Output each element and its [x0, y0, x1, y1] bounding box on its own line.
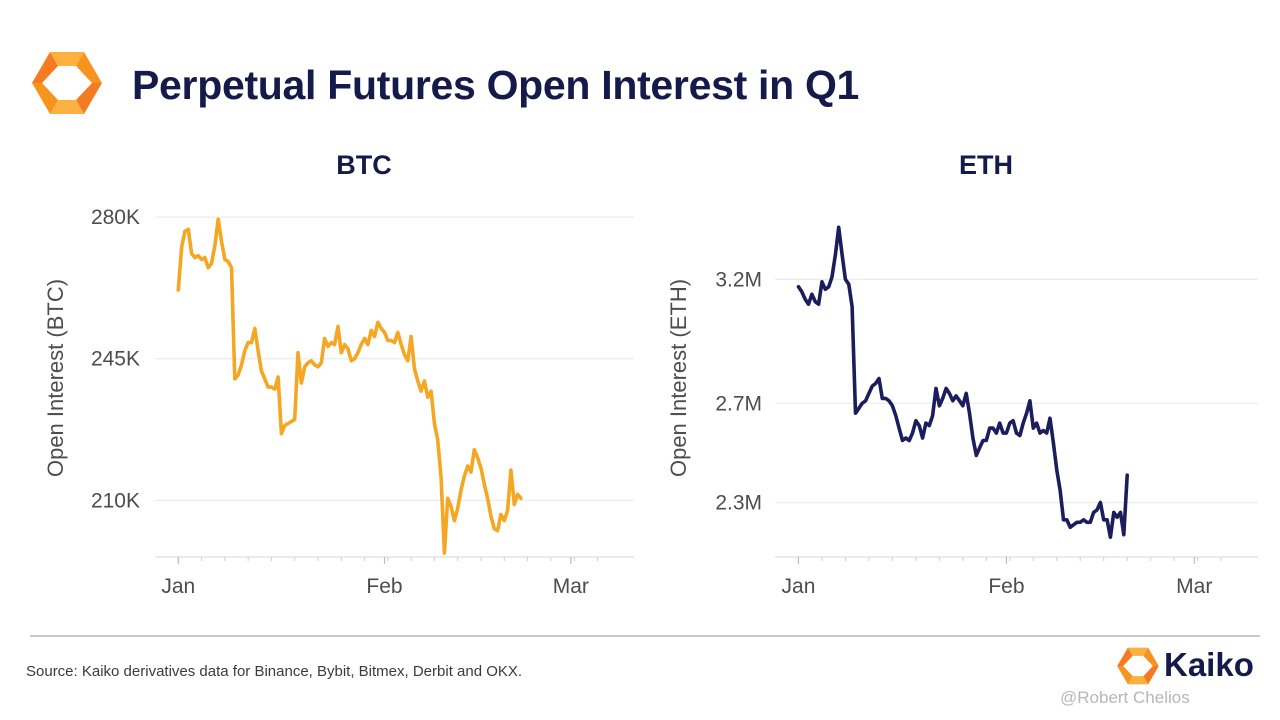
page-title: Perpetual Futures Open Interest in Q1 [132, 62, 860, 108]
eth-x-tick-label: Jan [782, 575, 816, 598]
eth-y-axis-label: Open Interest (ETH) [666, 279, 691, 477]
btc-y-axis-label: Open Interest (BTC) [43, 279, 68, 477]
kaiko-logo-icon [32, 52, 102, 114]
btc-series [176, 217, 523, 555]
eth-y-tick-label: 3.2M [715, 268, 762, 291]
btc-x-ticks: Jan Feb Mar [161, 575, 589, 598]
eth-chart: ETH Open Interest (ETH) 2.3M 2.7M 3.2M Jan… [640, 130, 1280, 610]
btc-x-tick-label: Feb [366, 575, 402, 598]
eth-chart-title: ETH [959, 150, 1013, 180]
btc-chart: BTC Open Interest (BTC) 210K 245K 280K Jan… [0, 130, 650, 610]
btc-chart-svg: BTC Open Interest (BTC) 210K 245K 280K Jan… [43, 150, 634, 598]
watermark-text: @Robert Chelios [1060, 688, 1190, 707]
btc-y-ticks: 210K 245K 280K [91, 206, 140, 512]
source-note: Source: Kaiko derivatives data for Binan… [26, 663, 523, 680]
eth-y-tick-label: 2.7M [715, 392, 762, 415]
btc-y-tick-label: 280K [91, 206, 140, 229]
btc-y-tick-label: 245K [91, 348, 140, 371]
kaiko-brand: Kaiko [1116, 646, 1276, 690]
eth-series-line [796, 225, 1130, 540]
btc-series-line [176, 217, 523, 555]
eth-series [796, 225, 1130, 540]
btc-x-axis [155, 556, 634, 564]
eth-chart-svg: ETH Open Interest (ETH) 2.3M 2.7M 3.2M Jan… [666, 150, 1258, 598]
footer-divider [30, 635, 1260, 637]
eth-gridlines [775, 278, 1258, 504]
eth-x-axis [775, 556, 1258, 564]
eth-x-ticks: Jan Feb Mar [782, 575, 1213, 598]
btc-y-tick-label: 210K [91, 489, 140, 512]
eth-x-tick-label: Mar [1176, 575, 1212, 598]
brand-name: Kaiko [1164, 646, 1254, 683]
eth-y-tick-label: 2.3M [715, 491, 762, 514]
eth-y-ticks: 2.3M 2.7M 3.2M [715, 268, 762, 514]
btc-chart-title: BTC [336, 150, 392, 180]
eth-x-tick-label: Feb [988, 575, 1024, 598]
btc-x-tick-label: Jan [161, 575, 195, 598]
kaiko-brand-icon [1117, 647, 1159, 685]
btc-x-tick-label: Mar [553, 575, 589, 598]
